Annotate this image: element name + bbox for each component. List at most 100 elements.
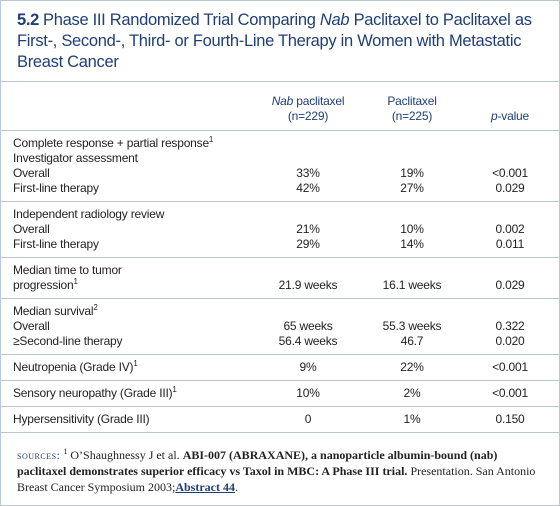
table-row: Sensory neuropathy (Grade III)1 10% 2% <0.0… bbox=[1, 386, 559, 401]
cell-value: 0.029 bbox=[495, 278, 525, 292]
cell-value: 33% bbox=[296, 166, 320, 180]
cell-value: 0.150 bbox=[495, 412, 525, 426]
row-label: First-line therapy bbox=[1, 237, 253, 252]
note-number: 1 bbox=[63, 447, 68, 456]
title: 5.2 Phase III Randomized Trial Comparing … bbox=[1, 1, 559, 82]
row-label: First-line therapy bbox=[1, 181, 253, 196]
row-label: ≥Second-line therapy bbox=[1, 334, 253, 349]
cell-value: 27% bbox=[400, 181, 424, 195]
row-label: Median survival2 bbox=[1, 304, 253, 319]
column-italic: Nab bbox=[271, 94, 294, 108]
note-bold: ABI-007 (ABRAXANE), a nanoparticle album… bbox=[17, 448, 498, 478]
column-header: Nab paclitaxel (n=229) bbox=[253, 94, 363, 124]
row-label-text: Overall bbox=[13, 319, 50, 333]
row-label-text: Overall bbox=[13, 222, 50, 236]
column-header: Paclitaxel (n=225) bbox=[363, 94, 461, 124]
table-row: ≥Second-line therapy 56.4 weeks 46.7 0.020 bbox=[1, 334, 559, 349]
row-label-text: Complete response + partial response bbox=[13, 136, 209, 150]
cell-value: 29% bbox=[296, 237, 320, 251]
note-text: Presentation. San Antonio Breast Cancer … bbox=[17, 464, 536, 494]
cell-value: 9% bbox=[299, 360, 317, 374]
row-label: Sensory neuropathy (Grade III)1 bbox=[1, 386, 253, 401]
table-row: First-line therapy 42% 27% 0.029 bbox=[1, 181, 559, 196]
row-label-text: First-line therapy bbox=[13, 237, 99, 251]
cell-value: 10% bbox=[296, 386, 320, 400]
title-text: Phase III Randomized Trial Comparing bbox=[43, 11, 320, 29]
row-label: Neutropenia (Grade IV)1 bbox=[1, 360, 253, 375]
column-n: (n=225) bbox=[391, 109, 433, 123]
row-label: Investigator assessment bbox=[1, 151, 253, 166]
table: Nab paclitaxel (n=229) Paclitaxel (n=225) p-… bbox=[1, 82, 559, 433]
footnote-ref: 1 bbox=[133, 359, 138, 368]
cell-value: <0.001 bbox=[492, 166, 528, 180]
note-end: . bbox=[234, 480, 238, 494]
sources: sources: 1 O’Shaughnessy J et al. ABI-00… bbox=[1, 433, 559, 506]
row-group: Complete response + partial response1 Inv… bbox=[1, 131, 559, 202]
source-note: sources: 1 O’Shaughnessy J et al. ABI-00… bbox=[17, 447, 543, 495]
row-group: Median survival2 Overall 65 weeks 55.3 week… bbox=[1, 299, 559, 355]
row-label: Hypersensitivity (Grade III) bbox=[1, 412, 253, 427]
sources-heading: sources: bbox=[17, 448, 61, 462]
row-label-text: Median survival bbox=[13, 304, 94, 318]
row-label: Overall bbox=[1, 319, 253, 334]
row-label-text: Independent radiology review bbox=[13, 207, 165, 221]
table-row: Overall 65 weeks 55.3 weeks 0.322 bbox=[1, 319, 559, 334]
row-group: Hypersensitivity (Grade III) 0 1% 0.150 bbox=[1, 407, 559, 433]
table-row: Independent radiology review bbox=[1, 207, 559, 222]
title-text: Paclitaxel to Paclitaxel as First-, Seco… bbox=[17, 11, 532, 71]
cell-value: 21% bbox=[296, 222, 320, 236]
table-row: Complete response + partial response1 bbox=[1, 136, 559, 151]
row-label-text: Hypersensitivity (Grade III) bbox=[13, 412, 150, 426]
footnote-ref: 1 bbox=[73, 277, 78, 286]
footnote-ref: 1 bbox=[208, 135, 214, 144]
note-link[interactable]: Abstract 44 bbox=[175, 480, 235, 494]
cell-value: 1% bbox=[403, 412, 421, 426]
row-group: Median time to tumor progression1 21.9 we… bbox=[1, 258, 559, 299]
cell-value: <0.001 bbox=[492, 360, 528, 374]
header-row: Nab paclitaxel (n=229) Paclitaxel (n=225) p-… bbox=[1, 82, 559, 131]
column-header: p-value bbox=[461, 109, 559, 124]
cell-value: 14% bbox=[400, 237, 424, 251]
table-row: Overall 21% 10% 0.002 bbox=[1, 222, 559, 237]
column-italic: p bbox=[491, 109, 498, 123]
cell-value: 0 bbox=[304, 412, 312, 426]
row-label-text: Overall bbox=[13, 166, 50, 180]
cell-value: 0.011 bbox=[495, 237, 525, 251]
row-label-text: ≥Second-line therapy bbox=[13, 334, 123, 348]
row-label: Complete response + partial response1 bbox=[1, 136, 253, 151]
cell-value: <0.001 bbox=[492, 386, 528, 400]
source-note: 2 Perez E. Presentation. Miami Breast Ca… bbox=[17, 504, 543, 506]
cell-value: 16.1 weeks bbox=[382, 278, 442, 292]
cell-value: 0.029 bbox=[495, 181, 525, 195]
note-text: O’Shaughnessy J et al. bbox=[67, 448, 183, 462]
note-number: 2 bbox=[17, 504, 21, 506]
cell-value: 2% bbox=[403, 386, 421, 400]
cell-value: 46.7 bbox=[400, 334, 424, 348]
cell-value: 56.4 weeks bbox=[278, 334, 338, 348]
row-label-text: Investigator assessment bbox=[13, 151, 138, 165]
row-group: Neutropenia (Grade IV)1 9% 22% <0.001 bbox=[1, 355, 559, 381]
row-label: Overall bbox=[1, 166, 253, 181]
column-text: -value bbox=[497, 109, 530, 123]
cell-value: 21.9 weeks bbox=[278, 278, 338, 292]
table-row: Median survival2 bbox=[1, 304, 559, 319]
row-label: Median time to tumor progression1 bbox=[1, 263, 157, 293]
row-label-text: Sensory neuropathy (Grade III) bbox=[13, 386, 173, 400]
cell-value: 19% bbox=[400, 166, 424, 180]
row-label: Overall bbox=[1, 222, 253, 237]
cell-value: 22% bbox=[400, 360, 424, 374]
table-row: Investigator assessment bbox=[1, 151, 559, 166]
table-row: First-line therapy 29% 14% 0.011 bbox=[1, 237, 559, 252]
column-n: (n=229) bbox=[287, 109, 329, 123]
row-label-text: Median time to tumor progression bbox=[13, 263, 122, 292]
title-number: 5.2 bbox=[17, 11, 40, 29]
table-row: Neutropenia (Grade IV)1 9% 22% <0.001 bbox=[1, 360, 559, 375]
column-text: paclitaxel bbox=[293, 94, 345, 108]
table-row: Median time to tumor progression1 21.9 we… bbox=[1, 263, 559, 293]
column-text: Paclitaxel bbox=[387, 94, 437, 108]
table-row: Overall 33% 19% <0.001 bbox=[1, 166, 559, 181]
cell-value: 42% bbox=[296, 181, 320, 195]
row-group: Independent radiology review Overall 21% 10… bbox=[1, 202, 559, 258]
title-italic: Nab bbox=[319, 11, 350, 29]
cell-value: 0.002 bbox=[495, 222, 525, 236]
